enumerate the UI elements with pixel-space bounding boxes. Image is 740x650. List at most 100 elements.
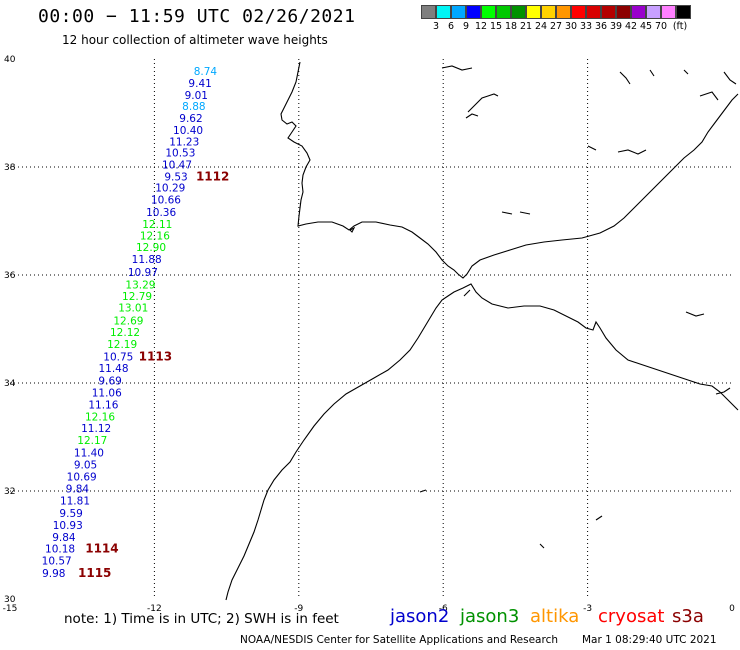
wave-height-value: 13.01	[118, 303, 148, 315]
color-scale-tick-label: 33	[579, 21, 593, 32]
island	[539, 543, 545, 549]
y-tick-label: 40	[4, 55, 16, 65]
wave-height-value: 10.69	[67, 472, 97, 484]
y-tick-label: 30	[4, 595, 16, 605]
color-scale-tick-label: 15	[489, 21, 503, 32]
wave-height-value: 11.40	[74, 447, 104, 459]
legend-entry-cryosat: cryosat	[598, 606, 665, 627]
y-tick-label: 36	[4, 271, 16, 281]
wave-height-value: 9.98	[42, 568, 65, 580]
x-tick-label: -3	[583, 604, 592, 614]
legend-entry-jason3: jason3	[460, 606, 520, 627]
wave-height-value: 11.81	[60, 496, 90, 508]
wave-height-value: 8.74	[194, 66, 218, 78]
island	[501, 211, 513, 215]
island	[519, 211, 531, 215]
x-tick-label: -12	[147, 604, 162, 614]
wave-height-value: 9.84	[52, 532, 76, 544]
island	[463, 289, 471, 297]
color-swatch	[481, 5, 496, 19]
wave-height-value: 12.12	[110, 327, 140, 339]
color-scale-tick-label: 45	[639, 21, 653, 32]
wave-height-value: 13.29	[125, 280, 155, 292]
wave-height-value: 12.90	[136, 242, 166, 254]
credit-line: NOAA/NESDIS Center for Satellite Applica…	[240, 634, 558, 646]
wave-height-value: 9.01	[185, 90, 208, 102]
wave-height-value: 10.66	[151, 195, 181, 207]
chart-title: 00:00 − 11:59 UTC 02/26/2021	[38, 6, 356, 27]
island	[715, 387, 731, 395]
orbit-number-label: 1113	[139, 349, 172, 363]
island	[441, 65, 473, 71]
color-swatch	[556, 5, 571, 19]
wave-height-labels: 8.749.419.018.889.6210.4011.2310.5310.47…	[42, 66, 218, 580]
color-scale-tick-label: (ft)	[672, 21, 688, 32]
color-swatch	[676, 5, 691, 19]
lat-lon-grid: -15 -12 -9 -6 -3 0 30 32 34 36 38 40	[3, 55, 735, 614]
wave-height-value: 11.23	[169, 136, 199, 148]
wave-height-value: 10.18	[45, 544, 75, 556]
footer-note: note: 1) Time is in UTC; 2) SWH is in fe…	[64, 611, 339, 627]
color-scale-tick-label: 42	[624, 21, 638, 32]
color-swatch	[586, 5, 601, 19]
chart-subtitle: 12 hour collection of altimeter wave hei…	[62, 33, 328, 47]
color-scale-tick-label: 9	[462, 21, 470, 32]
color-scale-tick-label: 3	[432, 21, 440, 32]
orbit-number-label: 1112	[196, 170, 229, 184]
orbit-number-label: 1114	[85, 542, 118, 556]
x-tick-label: -6	[439, 604, 448, 614]
color-scale-tick-label: 39	[609, 21, 623, 32]
legend-entry-altika: altika	[530, 606, 580, 627]
wave-height-value: 9.53	[164, 172, 187, 184]
color-scale-tick-label: 30	[564, 21, 578, 32]
y-tick-label: 38	[4, 163, 16, 173]
wave-height-value: 11.48	[98, 363, 128, 375]
color-swatch	[661, 5, 676, 19]
color-swatch	[571, 5, 586, 19]
island	[619, 71, 631, 85]
island	[685, 311, 705, 317]
legend-entry-s3a: s3a	[672, 606, 704, 627]
color-swatch	[631, 5, 646, 19]
color-scale-tick-label: 18	[504, 21, 518, 32]
island	[723, 71, 737, 85]
color-scale-bar	[421, 5, 691, 19]
color-swatch	[436, 5, 451, 19]
color-scale-tick-label: 21	[519, 21, 533, 32]
africa-coastline	[225, 283, 739, 601]
wave-height-value: 9.69	[98, 376, 121, 388]
satellite-legend: jason2 jason3 altika cryosat s3a	[0, 606, 740, 628]
wave-height-value: 9.62	[179, 113, 202, 125]
wave-height-value: 11.16	[88, 399, 118, 411]
color-scale-tick-label: 27	[549, 21, 563, 32]
color-swatch	[496, 5, 511, 19]
wave-height-value: 11.06	[92, 388, 122, 400]
legend-entry-jason2: jason2	[390, 606, 450, 627]
y-tick-label: 32	[4, 487, 15, 497]
wave-height-value: 9.41	[188, 78, 211, 90]
wave-height-value: 10.57	[42, 555, 72, 567]
wave-height-value: 12.16	[85, 411, 115, 423]
island	[683, 69, 689, 75]
generated-timestamp: Mar 1 08:29:40 UTC 2021	[582, 634, 717, 646]
color-swatch	[646, 5, 661, 19]
color-scale-tick-label: 36	[594, 21, 608, 32]
island	[617, 149, 647, 155]
orbit-number-label: 1115	[78, 566, 111, 580]
wave-height-value: 9.59	[59, 508, 82, 520]
coastline	[225, 61, 739, 601]
wave-height-value: 9.84	[66, 484, 90, 496]
color-swatch	[541, 5, 556, 19]
wave-height-value: 10.75	[103, 351, 133, 363]
wave-height-value: 10.29	[155, 182, 185, 194]
color-swatch	[451, 5, 466, 19]
color-scale-tick-label: 12	[474, 21, 488, 32]
track-annotations: 1112 1113 1114 1115	[78, 170, 229, 580]
wave-height-value: 12.69	[113, 316, 143, 328]
wave-height-value: 12.19	[107, 339, 137, 351]
island	[349, 226, 356, 233]
wave-height-value: 12.17	[77, 435, 107, 447]
wave-height-value: 12.79	[122, 291, 152, 303]
x-tick-label: 0	[729, 604, 735, 614]
